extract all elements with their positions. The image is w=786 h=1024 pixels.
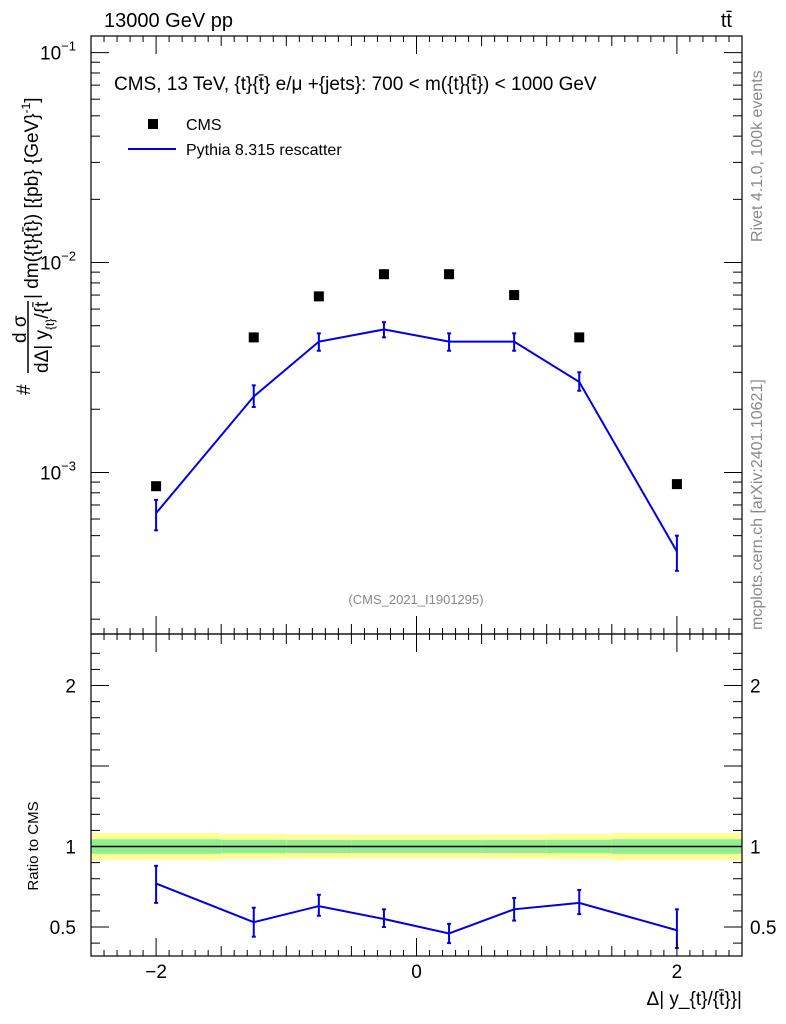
svg-text:d σ: d σ bbox=[10, 315, 31, 343]
ylabel-rest: | dm({t}{t̄}) [{pb} {GeV} bbox=[22, 113, 43, 299]
y-tick-label: 10−2 bbox=[40, 249, 76, 275]
rivet-version-label: Rivet 4.1.0, 100k events bbox=[749, 70, 766, 242]
cms-data-point bbox=[444, 269, 455, 280]
header-energy-label: 13000 GeV pp bbox=[104, 10, 233, 32]
legend-cms-marker bbox=[148, 119, 158, 129]
cms-data-point bbox=[313, 291, 324, 302]
y-tick-label: 10−3 bbox=[40, 458, 76, 484]
plot-title: CMS, 13 TeV, {t}{t̄} e/μ +{jets}: 700 < … bbox=[114, 74, 597, 95]
cms-data-point bbox=[671, 479, 682, 490]
y-axis-label: # d σ dΔ| y{t}/{t̄ | dm({t}{t̄}) [{pb} {… bbox=[10, 97, 57, 395]
cms-data-point bbox=[574, 332, 585, 343]
cms-data-point bbox=[248, 332, 259, 343]
x-tick-label: 2 bbox=[672, 962, 683, 983]
legend: CMS Pythia 8.315 rescatter bbox=[128, 117, 342, 159]
svg-text:| dm({t}{t̄}) [{pb} {GeV}-1]: | dm({t}{t̄}) [{pb} {GeV}-1] bbox=[19, 97, 43, 299]
ylabel-denominator-tail: /{t̄ bbox=[32, 301, 53, 319]
pythia-series-line bbox=[155, 328, 678, 553]
ylabel-rest-end: ] bbox=[22, 97, 43, 102]
ratio-y-tick-label-left: 2 bbox=[65, 677, 76, 698]
ratio-plot-area bbox=[90, 633, 743, 957]
ratio-series-line bbox=[155, 882, 678, 935]
x-axis-label: Δ| y_{t}/{t̄}}| bbox=[647, 989, 742, 1010]
ratio-y-axis-label: Ratio to CMS bbox=[25, 801, 42, 890]
analysis-watermark: (CMS_2021_I1901295) bbox=[348, 592, 483, 607]
legend-pythia-label: Pythia 8.315 rescatter bbox=[186, 142, 342, 159]
cms-data-point bbox=[509, 290, 520, 301]
ratio-frame bbox=[90, 633, 743, 957]
x-tick-label: 0 bbox=[411, 962, 422, 983]
ylabel-denominator: dΔ| y bbox=[32, 330, 53, 373]
ratio-y-tick-label-left: 0.5 bbox=[50, 918, 76, 939]
ratio-y-tick-label-right: 0.5 bbox=[750, 918, 776, 939]
ratio-y-tick-label-right: 2 bbox=[750, 677, 761, 698]
header-process-label: tt̄ bbox=[721, 10, 733, 32]
y-tick-label: 10−1 bbox=[40, 39, 76, 65]
ratio-y-tick-label-right: 1 bbox=[750, 838, 761, 859]
legend-cms-label: CMS bbox=[186, 117, 222, 134]
cms-data-point bbox=[378, 269, 389, 280]
ratio-y-tick-label-left: 1 bbox=[65, 838, 76, 859]
cms-data-point bbox=[151, 481, 162, 492]
ylabel-denominator-sub: {t} bbox=[43, 319, 57, 330]
svg-text:dΔ| y{t}/{t̄: dΔ| y{t}/{t̄ bbox=[32, 301, 57, 373]
ylabel-rest-sup: -1 bbox=[19, 102, 33, 113]
mcplots-label: mcplots.cern.ch [arXiv:2401.10621] bbox=[749, 379, 766, 630]
svg-text:#: # bbox=[14, 384, 35, 395]
ylabel-hash: # bbox=[14, 384, 35, 395]
x-tick-label: −2 bbox=[145, 962, 167, 983]
ylabel-numerator: d σ bbox=[10, 315, 31, 343]
